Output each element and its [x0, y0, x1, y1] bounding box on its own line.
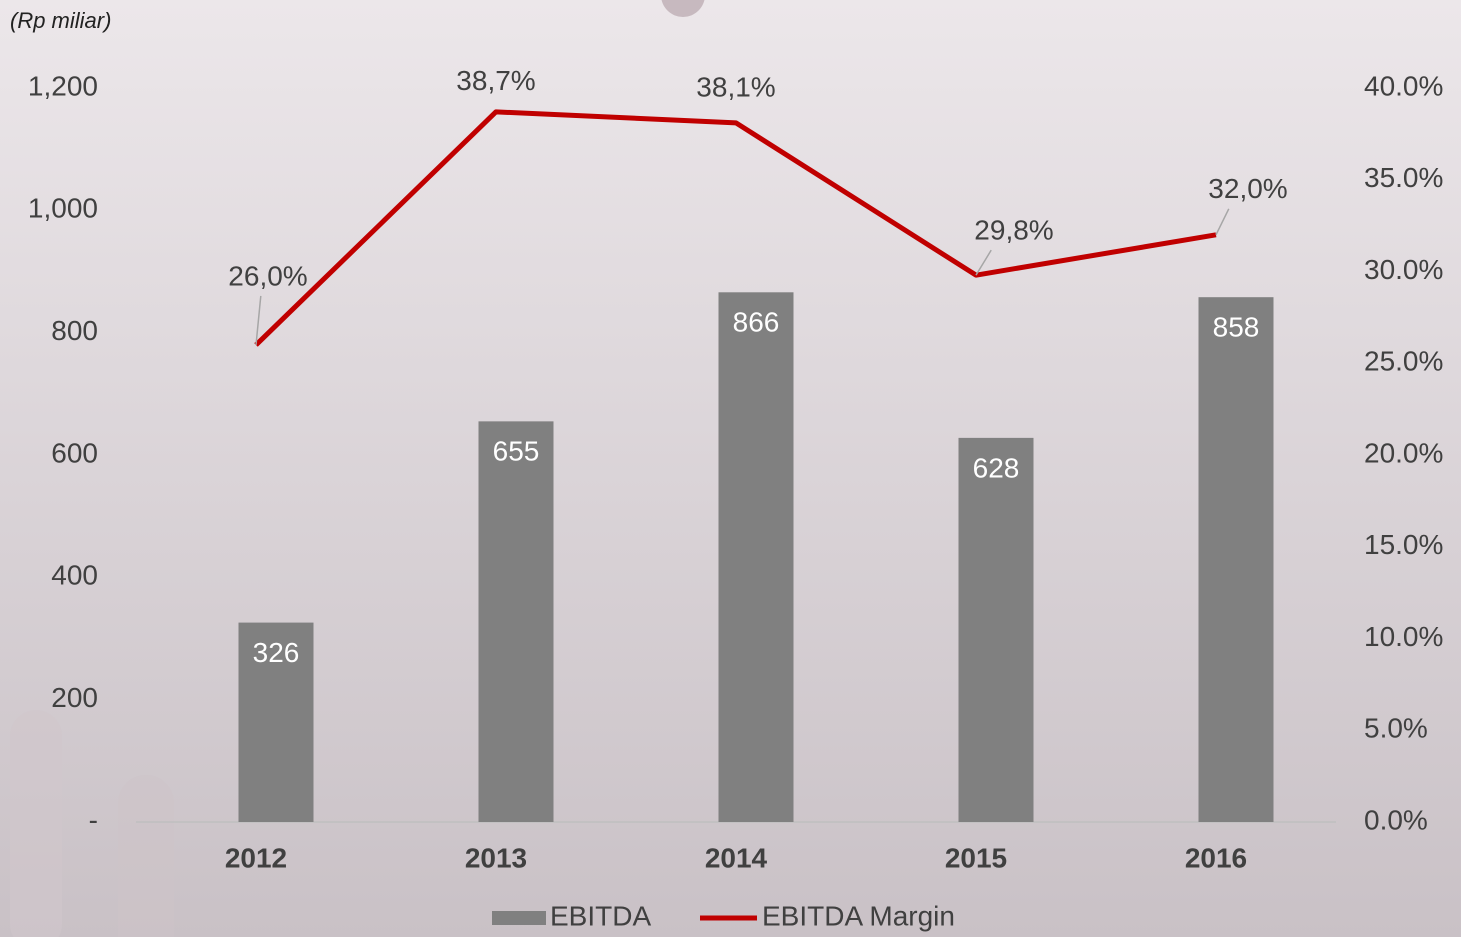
y2-tick-label: 5.0% [1364, 713, 1428, 744]
data-label: 858 [1213, 312, 1260, 343]
x-tick-label: 2013 [465, 842, 527, 873]
bar [1198, 297, 1274, 822]
leader-line [975, 249, 992, 276]
y-tick-label: 400 [51, 560, 98, 591]
decoration [10, 710, 62, 937]
data-label: 26,0% [228, 260, 307, 291]
data-label: 866 [733, 307, 780, 338]
data-label: 655 [493, 436, 540, 467]
y-tick-label: 600 [51, 437, 98, 468]
y2-tick-label: 15.0% [1364, 529, 1443, 560]
x-tick-label: 2016 [1185, 842, 1247, 873]
bar [718, 292, 794, 823]
y-tick-label: - [89, 804, 98, 835]
legend-label: EBITDA [550, 900, 651, 931]
x-tick-label: 2015 [945, 842, 1007, 873]
axis-label: (Rp miliar) [10, 8, 111, 33]
y2-tick-label: 25.0% [1364, 346, 1443, 377]
legend-swatch [492, 911, 546, 925]
data-label: 32,0% [1208, 173, 1287, 204]
data-label: 628 [973, 452, 1020, 483]
y2-tick-label: 35.0% [1364, 162, 1443, 193]
y-tick-label: 1,000 [28, 193, 98, 224]
y2-tick-label: 10.0% [1364, 621, 1443, 652]
x-tick-label: 2012 [225, 842, 287, 873]
x-tick-label: 2014 [705, 842, 768, 873]
data-label: 38,1% [696, 71, 775, 102]
data-label: 29,8% [974, 215, 1053, 246]
bar [958, 437, 1034, 822]
decoration [661, 0, 705, 17]
y2-tick-label: 30.0% [1364, 254, 1443, 285]
y2-tick-label: 0.0% [1364, 804, 1428, 835]
y2-tick-label: 20.0% [1364, 437, 1443, 468]
leader-line [1215, 208, 1230, 236]
data-label: 38,7% [456, 65, 535, 96]
legend-label: EBITDA Margin [762, 900, 955, 931]
decoration [118, 775, 174, 937]
line [254, 109, 1217, 347]
data-label: 326 [253, 637, 300, 668]
y-tick-label: 800 [51, 315, 98, 346]
leader-line [255, 295, 262, 345]
y2-tick-label: 40.0% [1364, 70, 1443, 101]
bar [238, 622, 314, 822]
bar [478, 421, 554, 822]
y-tick-label: 200 [51, 682, 98, 713]
y-tick-label: 1,200 [28, 70, 98, 101]
